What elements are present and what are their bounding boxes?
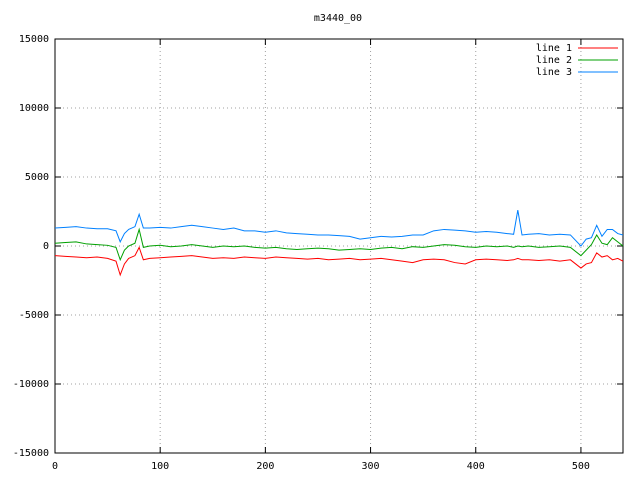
x-tick-label: 0	[52, 461, 58, 472]
series-line	[54, 246, 624, 277]
y-tick-label: -5000	[19, 310, 49, 321]
series-line	[54, 210, 624, 247]
y-tick-label: -10000	[13, 379, 49, 390]
x-tick-label: 500	[572, 461, 590, 472]
legend-label: line 1	[536, 43, 572, 54]
y-tick-label: 0	[43, 241, 49, 252]
y-tick-label: 15000	[19, 34, 49, 45]
legend-label: line 3	[536, 67, 572, 78]
legend-label: line 2	[536, 55, 572, 66]
y-tick-label: 10000	[19, 103, 49, 114]
y-tick-label: 5000	[25, 172, 49, 183]
y-tick-label: -15000	[13, 448, 49, 459]
x-tick-label: 400	[467, 461, 485, 472]
chart-title: m3440_00	[314, 13, 362, 24]
x-tick-label: 300	[362, 461, 380, 472]
x-tick-label: 200	[256, 461, 274, 472]
series-line	[54, 227, 624, 262]
x-tick-label: 100	[151, 461, 169, 472]
